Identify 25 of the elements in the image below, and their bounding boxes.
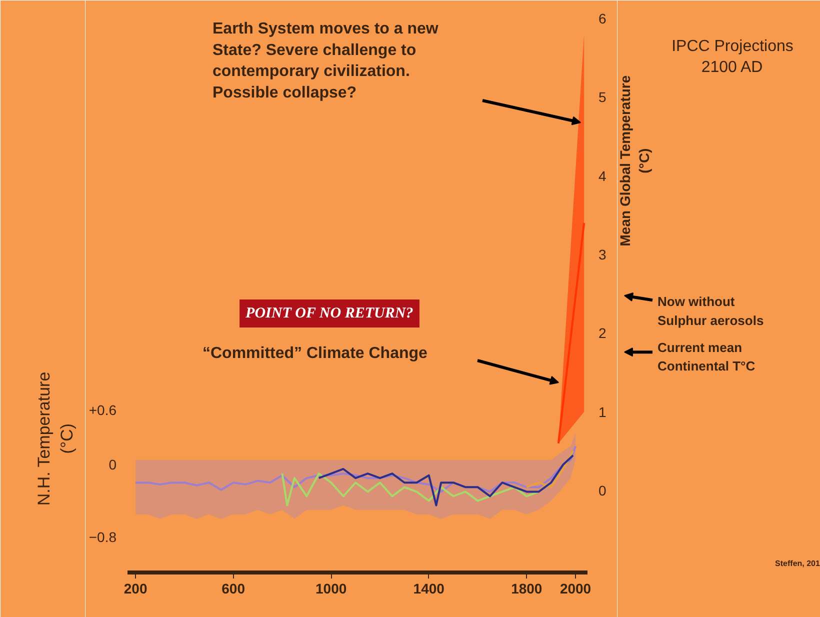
annotation: POINT OF NO RETURN? [246, 306, 414, 322]
y-tick-label: +0.6 [88, 402, 117, 418]
y2-tick-label: 1 [598, 404, 606, 420]
y2-tick-label: 3 [598, 246, 606, 263]
y-tick-label: 0 [108, 456, 117, 472]
y-tick-label: −0.8 [88, 529, 117, 546]
y2-tick-label: 6 [598, 10, 606, 26]
y2-axis-title: Mean Global Temperature (°C) [616, 75, 652, 246]
x-tick-label: 2000 [560, 580, 592, 596]
y2-tick-label: 5 [598, 89, 606, 106]
text: IPCC Projections 2100 AD [672, 38, 794, 76]
x-tick-label: 1800 [511, 580, 542, 596]
y2-tick-label: 4 [598, 168, 606, 184]
annotation: Earth System moves to a new State? Severe challenge to contemporary civilization. Possible collapse? [212, 20, 439, 102]
annotation: “Committed” Climate Change [202, 345, 428, 362]
text: Steffen, 201 [775, 558, 820, 568]
y2-tick-label: 0 [598, 482, 606, 499]
x-tick-label: 200 [124, 580, 148, 596]
x-tick-label: 1400 [413, 580, 445, 596]
x-tick-label: 600 [222, 580, 246, 596]
y-axis-title: N.H. Temperature (°C) [34, 372, 76, 506]
text: Now without Sulphur aerosols [658, 294, 764, 328]
x-tick-label: 1000 [316, 580, 347, 596]
y2-tick-label: 2 [598, 325, 606, 342]
text: Current mean Continental T°C [658, 340, 756, 374]
